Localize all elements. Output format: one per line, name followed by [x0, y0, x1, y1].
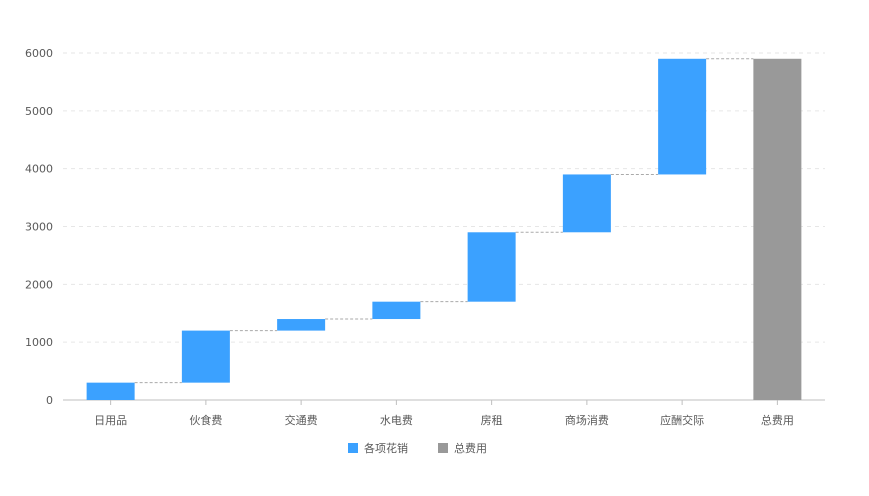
legend-swatch [438, 443, 448, 453]
legend-swatch [348, 443, 358, 453]
bar-increment[interactable] [658, 58, 707, 175]
y-tick-label: 5000 [25, 105, 53, 118]
y-tick-label: 6000 [25, 47, 53, 60]
x-tick-label: 交通费 [285, 413, 318, 427]
bar-increment[interactable] [562, 174, 611, 233]
bar-increment[interactable] [277, 319, 326, 331]
grid-layer [63, 52, 825, 343]
legend-item[interactable]: 各项花销 [348, 441, 408, 455]
bar-increment[interactable] [86, 382, 135, 400]
x-tick-label: 房租 [481, 414, 503, 427]
y-tick-label: 0 [46, 394, 53, 407]
y-tick-label: 4000 [25, 163, 53, 176]
y-tick-label: 3000 [25, 221, 53, 234]
y-tick-label: 1000 [25, 336, 53, 349]
axis-layer: 0 1000 2000 3000 4000 5000 6000 日用品 伙食费 交通费 水电费 房租 商… [25, 47, 825, 427]
x-tick-label: 总费用 [761, 413, 794, 427]
x-tick-label: 伙食费 [189, 413, 222, 427]
legend-label: 各项花销 [364, 441, 408, 455]
x-tick-label: 水电费 [380, 414, 413, 427]
legend[interactable]: 各项花销 总费用 [348, 441, 487, 455]
bar-total[interactable] [753, 58, 802, 401]
connector-layer [134, 58, 754, 384]
bar-increment[interactable] [467, 232, 516, 302]
bar-increment[interactable] [181, 330, 230, 383]
bar-layer [86, 58, 802, 401]
legend-item[interactable]: 总费用 [438, 441, 487, 455]
bar-increment[interactable] [372, 301, 421, 320]
legend-label: 总费用 [454, 441, 487, 455]
y-tick-label: 2000 [25, 278, 53, 291]
x-tick-label: 商场消费 [565, 413, 609, 427]
x-tick-label: 应酬交际 [660, 413, 704, 427]
x-tick-label: 日用品 [94, 414, 127, 427]
